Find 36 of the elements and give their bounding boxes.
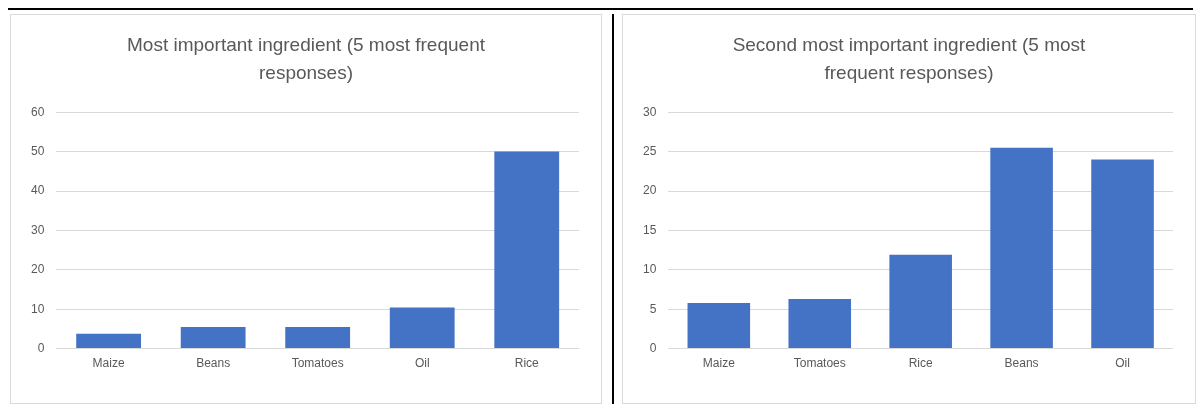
y-tick-label: 40 [30, 183, 45, 198]
chart-title: Second most important ingredient (5 most frequent responses) [731, 33, 1087, 85]
bar [494, 151, 560, 349]
x-tick-label: Rice [514, 356, 540, 371]
y-tick-label: 0 [37, 340, 45, 355]
y-tick-label: 25 [642, 143, 657, 158]
chart-title: Most important ingredient (5 most frequent responses) [126, 33, 486, 85]
bar [76, 333, 142, 349]
y-tick-label: 20 [30, 262, 45, 277]
y-tick-label: 30 [642, 104, 657, 119]
x-tick-label: Rice [908, 356, 933, 371]
y-tick-label: 20 [642, 183, 657, 198]
bar [687, 302, 751, 349]
x-tick-label: Maize [702, 356, 736, 371]
bar [285, 326, 351, 349]
y-tick-label: 10 [642, 262, 657, 277]
y-tick-label: 60 [30, 104, 45, 119]
bar [990, 147, 1053, 349]
bar [389, 307, 455, 349]
x-tick-label: Maize [92, 356, 125, 371]
x-tick-label: Oil [414, 356, 430, 371]
x-tick-label: Oil [1115, 356, 1130, 371]
x-tick-label: Beans [196, 356, 231, 371]
bar [889, 254, 952, 349]
y-tick-label: 50 [30, 143, 45, 158]
bar [788, 298, 852, 349]
y-tick-label: 30 [30, 222, 45, 237]
y-tick-label: 10 [30, 301, 45, 316]
bar [180, 326, 246, 349]
y-tick-label: 15 [642, 222, 657, 237]
x-tick-label: Tomatoes [291, 356, 344, 371]
bar [1091, 159, 1154, 349]
y-tick-label: 0 [649, 340, 657, 355]
x-tick-label: Beans [1004, 356, 1039, 371]
y-tick-label: 5 [649, 301, 657, 316]
x-tick-label: Tomatoes [793, 356, 846, 371]
